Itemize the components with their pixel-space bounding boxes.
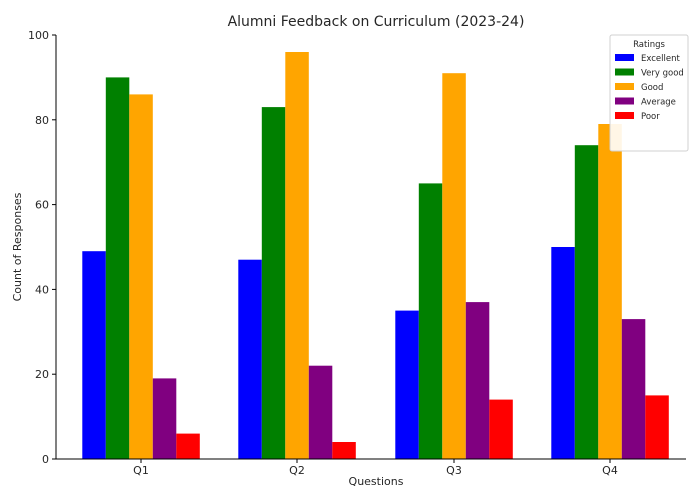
x-tick-label: Q1 bbox=[133, 464, 149, 477]
x-ticks-group: Q1 Q2 Q3 Q4 bbox=[133, 459, 618, 477]
y-tick-label: 60 bbox=[35, 199, 49, 212]
bar-good-q2 bbox=[285, 52, 309, 459]
bar-excellent-q1 bbox=[82, 251, 106, 459]
bar-average-q2 bbox=[308, 365, 333, 459]
chart-title: Alumni Feedback on Curriculum (2023-24) bbox=[228, 14, 525, 30]
bar-very-good-q2 bbox=[261, 107, 286, 459]
legend-swatch bbox=[615, 97, 634, 105]
bar-very-good-q4 bbox=[574, 145, 599, 459]
bar-excellent-q2 bbox=[238, 259, 262, 459]
y-tick-label: 0 bbox=[42, 453, 49, 466]
bar-good-q4 bbox=[598, 124, 622, 459]
legend-swatch bbox=[615, 112, 634, 119]
y-tick-label: 20 bbox=[35, 368, 49, 381]
legend-label: Average bbox=[641, 98, 676, 108]
bar-excellent-q4 bbox=[551, 247, 575, 459]
x-tick-label: Q3 bbox=[446, 464, 462, 477]
legend-label: Poor bbox=[641, 112, 660, 122]
legend-swatch bbox=[615, 83, 634, 90]
bar-excellent-q3 bbox=[395, 310, 419, 459]
bar-poor-q3 bbox=[489, 399, 513, 459]
legend-swatch bbox=[615, 54, 634, 61]
y-tick-label: 100 bbox=[28, 29, 49, 42]
bar-very-good-q1 bbox=[105, 77, 130, 460]
legend-title: Ratings bbox=[633, 40, 665, 50]
bar-average-q1 bbox=[152, 378, 177, 459]
y-axis-label: Count of Responses bbox=[11, 192, 24, 301]
y-ticks-group: 0 20 40 60 80 100 bbox=[28, 29, 56, 466]
bar-good-q3 bbox=[442, 73, 466, 459]
bar-average-q4 bbox=[621, 319, 646, 459]
bars-group bbox=[82, 52, 669, 460]
bar-poor-q2 bbox=[332, 442, 356, 459]
legend-frame bbox=[609, 34, 689, 152]
bar-poor-q4 bbox=[645, 395, 669, 459]
x-tick-label: Q2 bbox=[289, 464, 305, 477]
y-tick-label: 40 bbox=[35, 283, 49, 296]
bar-poor-q1 bbox=[176, 433, 200, 459]
bar-average-q3 bbox=[465, 302, 490, 459]
legend-items: Excellent Very good Good Average Poor bbox=[615, 54, 684, 122]
x-axis-label: Questions bbox=[349, 475, 404, 486]
y-tick-label: 80 bbox=[35, 114, 49, 127]
legend-label: Very good bbox=[641, 69, 684, 79]
bar-very-good-q3 bbox=[418, 183, 443, 459]
bar-good-q1 bbox=[129, 94, 153, 460]
x-tick-label: Q4 bbox=[602, 464, 618, 477]
legend-label: Excellent bbox=[641, 54, 680, 64]
legend-label: Good bbox=[641, 83, 663, 93]
legend: Ratings Excellent Very good Good Average Poo… bbox=[609, 34, 689, 152]
legend-swatch bbox=[615, 68, 634, 76]
